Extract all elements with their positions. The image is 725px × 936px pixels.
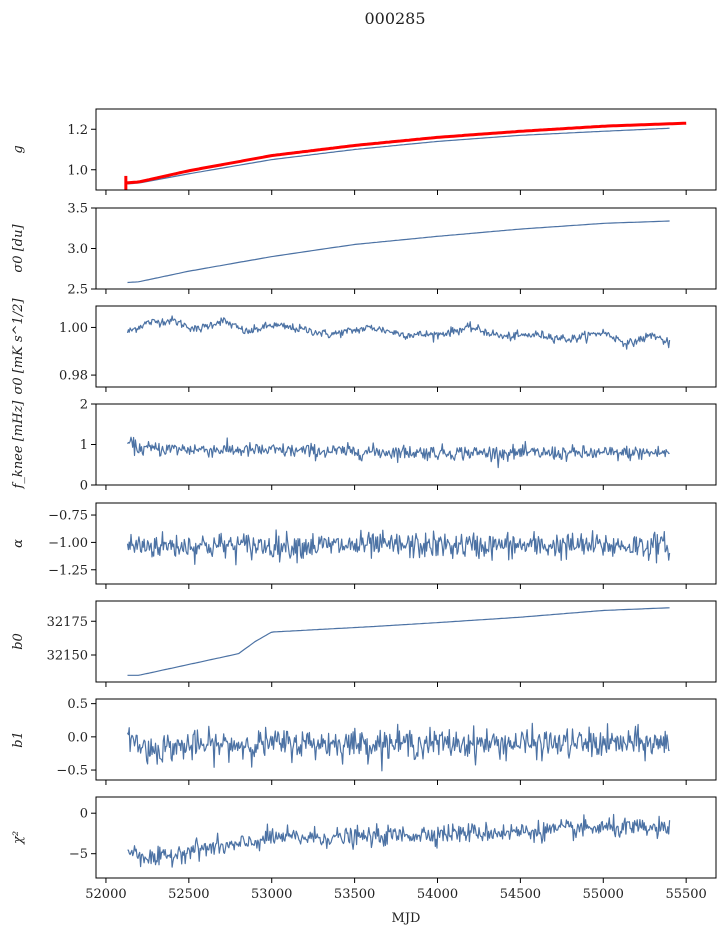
y-tick-label: 1 bbox=[80, 438, 88, 453]
panel-g: 1.0 1.2 g bbox=[11, 108, 717, 195]
y-axis-label: σ0 [du] bbox=[11, 224, 26, 273]
x-tick-label: 54500 bbox=[500, 887, 541, 902]
y-tick-label: 0 bbox=[80, 807, 88, 822]
y-tick-label: 0.0 bbox=[67, 730, 88, 745]
axes-frame bbox=[95, 305, 717, 388]
y-axis-label: σ0 [mK s^1/2] bbox=[11, 298, 26, 395]
x-tick-label: 52000 bbox=[85, 887, 126, 902]
y-tick-label: 3.0 bbox=[67, 242, 88, 257]
y-tick-label: 1.00 bbox=[59, 321, 88, 336]
figure-title: 000285 bbox=[364, 9, 425, 28]
y-tick-label: −0.5 bbox=[56, 764, 88, 779]
series-line-chi2 bbox=[127, 813, 671, 868]
y-axis-label: f_knee [mHz] bbox=[11, 400, 26, 490]
axes-frame bbox=[95, 207, 717, 290]
x-tick-label: 55000 bbox=[583, 887, 624, 902]
panel-alpha: −1.25 −1.00 −0.75 α bbox=[11, 502, 717, 589]
axes-frame bbox=[95, 403, 717, 486]
axes-frame bbox=[95, 108, 717, 191]
x-tick-label: 53000 bbox=[251, 887, 292, 902]
series-line-sigma0_mK bbox=[126, 315, 671, 350]
y-tick-label: 3.5 bbox=[67, 202, 88, 217]
axes-frame bbox=[95, 502, 717, 585]
panel-chi2: −5 0 χ² 52000 52500 53000 53500 54000 54500 55000… bbox=[11, 796, 717, 902]
x-tick-label: 53500 bbox=[334, 887, 375, 902]
series-line-alpha bbox=[126, 529, 671, 566]
y-axis-label: b0 bbox=[11, 633, 26, 650]
series-line-b1 bbox=[126, 722, 670, 772]
y-tick-label: 1.2 bbox=[67, 123, 88, 138]
y-axis-label: α bbox=[11, 539, 26, 548]
y-tick-label: 2.5 bbox=[67, 283, 88, 298]
y-tick-label: −0.75 bbox=[48, 509, 88, 524]
panel-sigma0_du: 2.5 3.0 3.5 σ0 [du] bbox=[11, 202, 717, 298]
series-line-sigma0 bbox=[127, 220, 670, 284]
y-tick-label: 32175 bbox=[47, 615, 88, 630]
series-line-g_fit bbox=[125, 121, 687, 185]
y-axis-label: g bbox=[11, 145, 26, 153]
series-line-g bbox=[127, 127, 670, 185]
axes-frame bbox=[95, 698, 717, 781]
y-tick-label: −5 bbox=[69, 847, 88, 862]
y-tick-label: 0.5 bbox=[67, 697, 88, 712]
y-axis-label: b1 bbox=[11, 731, 26, 748]
panel-sigma0_mK: 0.98 1.00 σ0 [mK s^1/2] bbox=[11, 298, 717, 395]
y-tick-label: −1.25 bbox=[48, 563, 88, 578]
panel-b0: 32150 32175 b0 bbox=[11, 600, 717, 687]
y-tick-label: 1.0 bbox=[67, 163, 88, 178]
axes-frame bbox=[95, 600, 717, 683]
x-tick-label: 52500 bbox=[168, 887, 209, 902]
y-tick-label: −1.00 bbox=[48, 536, 88, 551]
panel-b1: −0.5 0.0 0.5 b1 bbox=[11, 697, 717, 785]
y-axis-label: χ² bbox=[11, 831, 26, 845]
x-tick-label: 54000 bbox=[417, 887, 458, 902]
x-axis-label: MJD bbox=[392, 911, 421, 926]
y-tick-label: 0 bbox=[80, 479, 88, 494]
x-tick-label: 55500 bbox=[665, 887, 706, 902]
series-line-b0 bbox=[127, 607, 670, 676]
axes-frame bbox=[95, 796, 717, 879]
series-line-fknee bbox=[127, 436, 670, 469]
y-tick-label: 2 bbox=[80, 398, 88, 413]
panel-fknee: 0 1 2 f_knee [mHz] bbox=[11, 398, 717, 494]
y-tick-label: 0.98 bbox=[59, 369, 88, 384]
y-tick-label: 32150 bbox=[47, 649, 88, 664]
